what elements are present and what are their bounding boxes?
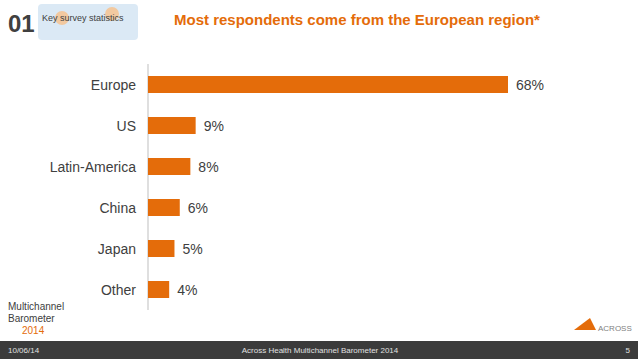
- logo-text: 2014: [22, 325, 45, 336]
- footer-date: 10/06/14: [8, 346, 40, 355]
- logo-text: Multichannel: [8, 301, 64, 312]
- category-label: China: [99, 200, 136, 216]
- bar: [148, 281, 169, 298]
- data-label: 68%: [516, 77, 544, 93]
- data-label: 8%: [198, 159, 218, 175]
- category-label: Europe: [91, 77, 136, 93]
- bar: [148, 117, 196, 134]
- bars: [148, 76, 508, 298]
- category-label: US: [117, 118, 136, 134]
- bar: [148, 76, 508, 93]
- chart-title: Most respondents come from the European …: [174, 11, 540, 28]
- bar: [148, 158, 190, 175]
- category-label: Japan: [98, 241, 136, 257]
- brand-icon: [574, 318, 596, 330]
- slide: 01 Key survey statistics Most respondents …: [0, 0, 638, 359]
- footer-title: Across Health Multichannel Barometer 201…: [242, 346, 399, 355]
- data-label: 4%: [177, 282, 197, 298]
- category-label: Other: [101, 282, 136, 298]
- page-number: 5: [626, 346, 631, 355]
- header-image: [38, 4, 138, 40]
- data-label: 6%: [188, 200, 208, 216]
- category-label: Latin-America: [50, 159, 137, 175]
- labels: Europe 68% US 9% Latin-America 8% China 6% Japan…: [50, 77, 544, 298]
- bar: [148, 199, 180, 216]
- footer-bar: [0, 341, 638, 359]
- data-label: 9%: [204, 118, 224, 134]
- section-number: 01: [8, 10, 35, 37]
- page: {"chart_data": {"type": "bar", "title": …: [0, 0, 638, 359]
- category-axis-line: [148, 64, 149, 310]
- logo-text: Barometer: [8, 313, 55, 324]
- brand-text: ACROSS: [598, 324, 632, 333]
- section-name: Key survey statistics: [42, 13, 124, 23]
- data-label: 5%: [182, 241, 202, 257]
- bar: [148, 240, 174, 257]
